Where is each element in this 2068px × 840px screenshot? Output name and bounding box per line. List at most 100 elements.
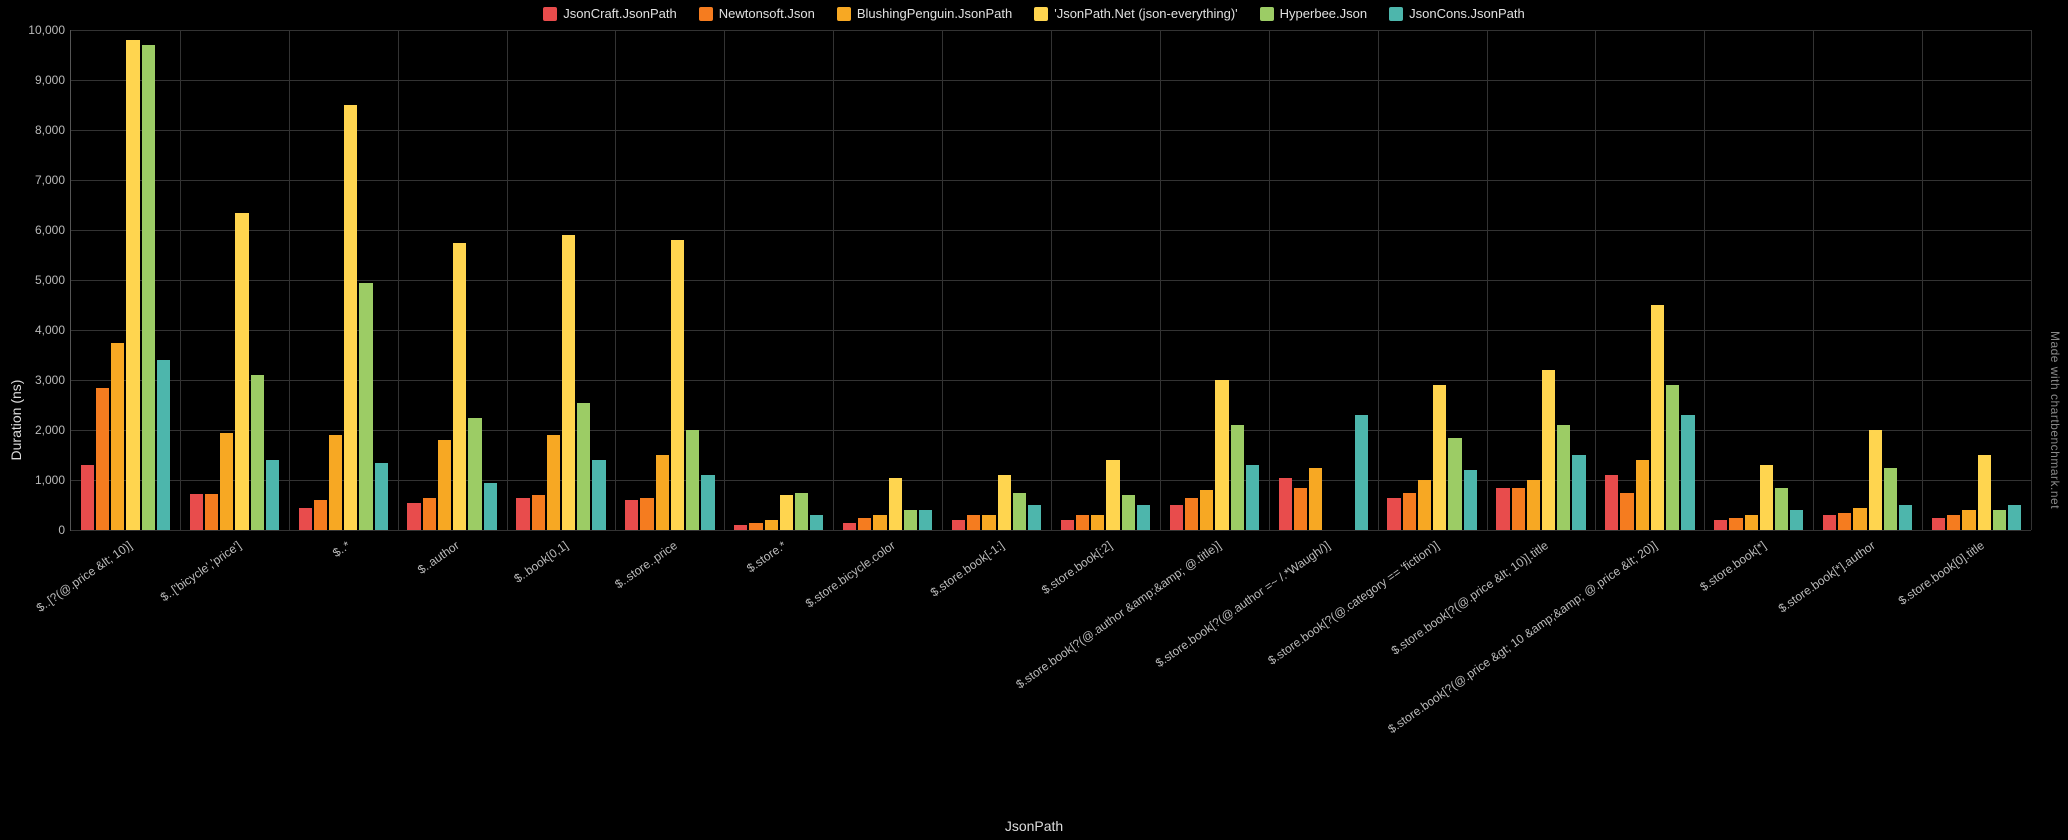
- bar[interactable]: [843, 523, 856, 531]
- bar[interactable]: [453, 243, 466, 531]
- bar[interactable]: [1122, 495, 1135, 530]
- legend-item[interactable]: BlushingPenguin.JsonPath: [837, 6, 1012, 21]
- bar[interactable]: [1557, 425, 1570, 530]
- bar[interactable]: [1666, 385, 1679, 530]
- bar[interactable]: [142, 45, 155, 530]
- legend-item[interactable]: Newtonsoft.Json: [699, 6, 815, 21]
- bar[interactable]: [1869, 430, 1882, 530]
- bar[interactable]: [375, 463, 388, 531]
- bar[interactable]: [1745, 515, 1758, 530]
- bar[interactable]: [952, 520, 965, 530]
- bar[interactable]: [1496, 488, 1509, 531]
- bar[interactable]: [157, 360, 170, 530]
- bar[interactable]: [1464, 470, 1477, 530]
- bar[interactable]: [998, 475, 1011, 530]
- bar[interactable]: [810, 515, 823, 530]
- bar[interactable]: [671, 240, 684, 530]
- legend-item[interactable]: Hyperbee.Json: [1260, 6, 1367, 21]
- bar[interactable]: [251, 375, 264, 530]
- bar[interactable]: [1309, 468, 1322, 531]
- bar[interactable]: [1932, 518, 1945, 531]
- bar[interactable]: [686, 430, 699, 530]
- bar[interactable]: [592, 460, 605, 530]
- bar[interactable]: [1279, 478, 1292, 531]
- bar[interactable]: [1013, 493, 1026, 531]
- bar[interactable]: [1200, 490, 1213, 530]
- bar[interactable]: [1899, 505, 1912, 530]
- legend-item[interactable]: JsonCraft.JsonPath: [543, 6, 676, 21]
- bar[interactable]: [484, 483, 497, 531]
- bar[interactable]: [625, 500, 638, 530]
- bar[interactable]: [1775, 488, 1788, 531]
- bar[interactable]: [1714, 520, 1727, 530]
- bar[interactable]: [235, 213, 248, 531]
- bar[interactable]: [1853, 508, 1866, 531]
- bar[interactable]: [329, 435, 342, 530]
- bar[interactable]: [547, 435, 560, 530]
- bar[interactable]: [795, 493, 808, 531]
- bar[interactable]: [532, 495, 545, 530]
- bar[interactable]: [1231, 425, 1244, 530]
- bar[interactable]: [1572, 455, 1585, 530]
- bar[interactable]: [1993, 510, 2006, 530]
- bar[interactable]: [1215, 380, 1228, 530]
- bar[interactable]: [314, 500, 327, 530]
- bar[interactable]: [1947, 515, 1960, 530]
- bar[interactable]: [967, 515, 980, 530]
- bar[interactable]: [1527, 480, 1540, 530]
- bar[interactable]: [889, 478, 902, 531]
- bar[interactable]: [1651, 305, 1664, 530]
- bar[interactable]: [1681, 415, 1694, 530]
- bar[interactable]: [640, 498, 653, 531]
- bar[interactable]: [220, 433, 233, 531]
- bar[interactable]: [1838, 513, 1851, 531]
- bar[interactable]: [190, 494, 203, 530]
- legend-item[interactable]: 'JsonPath.Net (json-everything)': [1034, 6, 1237, 21]
- bar[interactable]: [96, 388, 109, 531]
- bar[interactable]: [1028, 505, 1041, 530]
- bar[interactable]: [734, 525, 747, 530]
- bar[interactable]: [873, 515, 886, 530]
- bar[interactable]: [1962, 510, 1975, 530]
- bar[interactable]: [1355, 415, 1368, 530]
- bar[interactable]: [1636, 460, 1649, 530]
- bar[interactable]: [1790, 510, 1803, 530]
- bar[interactable]: [577, 403, 590, 531]
- bar[interactable]: [126, 40, 139, 530]
- bar[interactable]: [1884, 468, 1897, 531]
- bar[interactable]: [701, 475, 714, 530]
- bar[interactable]: [205, 494, 218, 530]
- bar[interactable]: [780, 495, 793, 530]
- bar[interactable]: [749, 523, 762, 531]
- bar[interactable]: [1823, 515, 1836, 530]
- bar[interactable]: [1061, 520, 1074, 530]
- legend-item[interactable]: JsonCons.JsonPath: [1389, 6, 1525, 21]
- bar[interactable]: [1091, 515, 1104, 530]
- bar[interactable]: [1403, 493, 1416, 531]
- bar[interactable]: [1246, 465, 1259, 530]
- bar[interactable]: [656, 455, 669, 530]
- bar[interactable]: [407, 503, 420, 531]
- bar[interactable]: [1978, 455, 1991, 530]
- bar[interactable]: [299, 508, 312, 531]
- bar[interactable]: [81, 465, 94, 530]
- bar[interactable]: [1448, 438, 1461, 531]
- bar[interactable]: [1760, 465, 1773, 530]
- bar[interactable]: [1137, 505, 1150, 530]
- bar[interactable]: [1106, 460, 1119, 530]
- bar[interactable]: [1542, 370, 1555, 530]
- bar[interactable]: [919, 510, 932, 530]
- bar[interactable]: [344, 105, 357, 530]
- bar[interactable]: [1605, 475, 1618, 530]
- bar[interactable]: [1076, 515, 1089, 530]
- bar[interactable]: [266, 460, 279, 530]
- bar[interactable]: [111, 343, 124, 531]
- bar[interactable]: [1294, 488, 1307, 531]
- bar[interactable]: [1512, 488, 1525, 531]
- bar[interactable]: [468, 418, 481, 531]
- bar[interactable]: [359, 283, 372, 531]
- bar[interactable]: [516, 498, 529, 531]
- bar[interactable]: [858, 518, 871, 531]
- bar[interactable]: [2008, 505, 2021, 530]
- bar[interactable]: [438, 440, 451, 530]
